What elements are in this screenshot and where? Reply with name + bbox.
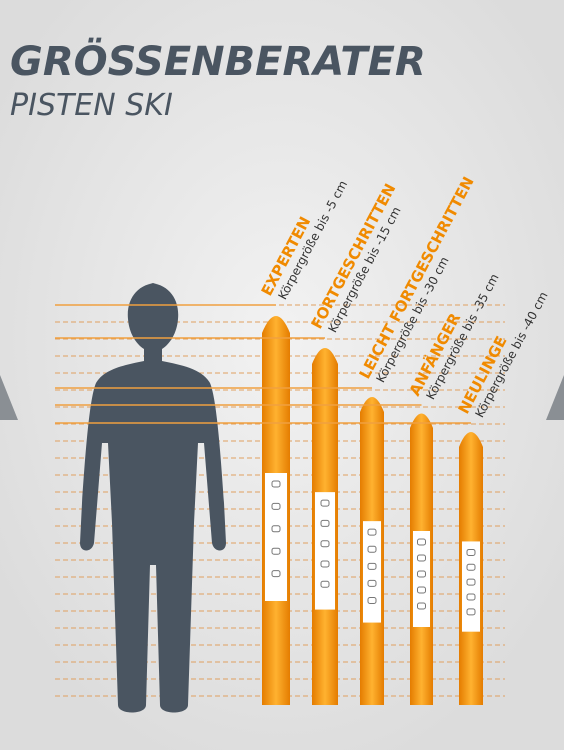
- binding-part: [367, 596, 377, 604]
- binding-part: [367, 562, 377, 570]
- ski-binding: [363, 521, 381, 623]
- binding-part: [271, 502, 281, 510]
- binding-part: [271, 525, 281, 533]
- binding-part: [320, 560, 330, 568]
- binding-part: [417, 586, 426, 594]
- binding-part: [320, 499, 330, 507]
- binding-part: [320, 540, 330, 548]
- nav-arrow-right: [546, 375, 564, 420]
- ski-binding: [413, 531, 430, 627]
- binding-part: [320, 580, 330, 588]
- binding-part: [417, 602, 426, 610]
- ski-binding: [265, 473, 287, 601]
- binding-part: [417, 538, 426, 546]
- ski-binding: [315, 492, 335, 610]
- binding-part: [320, 519, 330, 527]
- binding-part: [271, 570, 281, 578]
- binding-part: [466, 593, 476, 601]
- binding-part: [466, 608, 476, 616]
- ski-binding: [462, 541, 480, 632]
- binding-part: [417, 554, 426, 562]
- binding-part: [367, 545, 377, 553]
- child-silhouette: [80, 283, 226, 713]
- binding-part: [466, 563, 476, 571]
- binding-part: [466, 578, 476, 586]
- binding-part: [367, 579, 377, 587]
- binding-part: [417, 570, 426, 578]
- title: GRÖSSENBERATER: [10, 37, 426, 85]
- binding-part: [367, 528, 377, 536]
- binding-part: [271, 547, 281, 555]
- nav-arrow-left: [0, 375, 18, 420]
- binding-part: [271, 480, 281, 488]
- binding-part: [466, 548, 476, 556]
- subtitle: PISTEN SKI: [10, 88, 173, 123]
